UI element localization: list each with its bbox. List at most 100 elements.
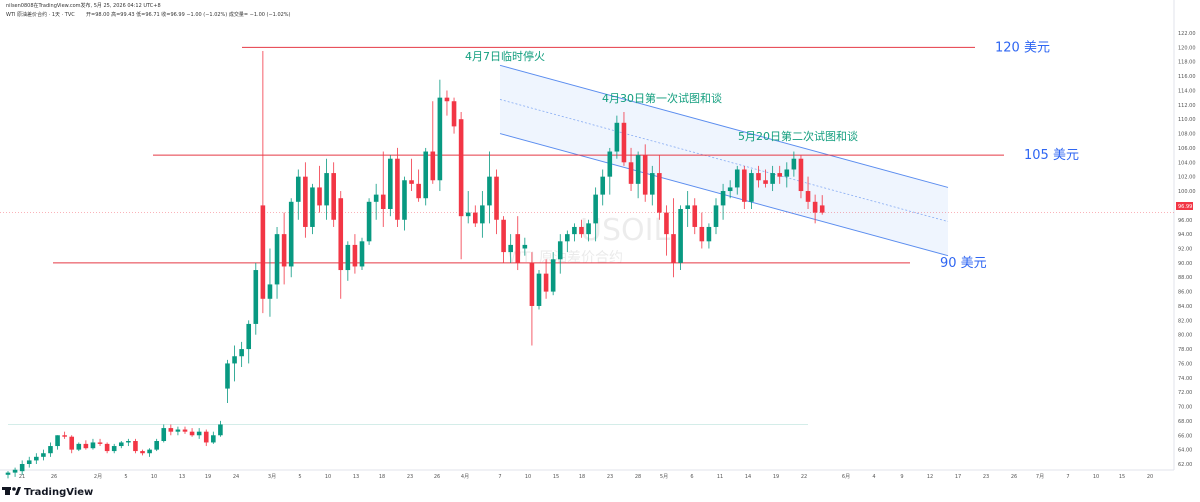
price-tick-label: 76.00: [1178, 361, 1192, 367]
candle: [550, 252, 556, 296]
candle: [565, 230, 570, 253]
candle: [423, 147, 429, 206]
candle: [182, 426, 188, 434]
candle: [805, 176, 811, 209]
channel-upper-line: [499, 64, 949, 188]
candle: [111, 443, 117, 454]
price-tick-label: 84.00: [1178, 304, 1192, 310]
price-tick-label: 90.00: [1178, 261, 1192, 267]
candle: [451, 97, 457, 134]
candle: [55, 435, 60, 450]
price-tick-label: 110.00: [1178, 117, 1196, 123]
candle: [487, 151, 492, 224]
candle: [791, 151, 797, 177]
candle: [395, 147, 400, 227]
candle: [76, 442, 82, 452]
time-tick-label: 5月: [660, 474, 668, 480]
time-tick-label: 22: [801, 474, 807, 480]
time-tick-label: 9: [900, 474, 903, 480]
time-tick-label: 7: [1066, 474, 1069, 480]
candle: [699, 212, 705, 249]
candle: [83, 440, 89, 450]
candle: [260, 50, 266, 314]
time-tick-label: 26: [1011, 474, 1017, 480]
time-tick-label: 10: [151, 474, 157, 480]
candle: [472, 205, 478, 227]
time-tick-label: 20: [1147, 474, 1153, 480]
candle: [692, 198, 698, 235]
annotation-text: 4月30日第一次试图和谈: [602, 91, 722, 105]
level-label: 105 美元: [1024, 148, 1079, 163]
candle: [777, 165, 783, 184]
price-tick-label: 62.00: [1178, 462, 1192, 468]
candle: [465, 191, 471, 224]
level-label: 120 美元: [995, 40, 1050, 55]
price-tick-label: 118.00: [1178, 60, 1196, 66]
price-tick-label: 64.00: [1178, 448, 1192, 454]
candle: [225, 359, 230, 403]
candle: [380, 151, 386, 227]
candle: [373, 183, 379, 220]
candle: [118, 441, 124, 449]
candle: [734, 165, 740, 195]
candle: [664, 205, 669, 256]
time-tick-label: 2月: [94, 474, 102, 480]
candle: [345, 241, 351, 281]
price-tick-label: 120.00: [1178, 45, 1196, 51]
price-tick-label: 116.00: [1178, 74, 1196, 80]
price-tick-label: 114.00: [1178, 88, 1196, 94]
candle: [104, 442, 110, 454]
price-tick-label: 112.00: [1178, 103, 1196, 109]
time-tick-label: 28: [635, 474, 641, 480]
price-tick-label: 106.00: [1178, 146, 1196, 152]
time-tick-label: 10: [325, 474, 331, 480]
candle: [402, 176, 407, 231]
time-tick-label: 3月: [268, 474, 276, 480]
candle: [444, 90, 450, 116]
candle: [295, 169, 301, 220]
candle: [649, 165, 655, 206]
time-tick-label: 13: [179, 474, 185, 480]
candle: [366, 198, 372, 245]
current-price-tag-bg: [1176, 202, 1193, 210]
price-tick-label: 88.00: [1178, 275, 1192, 281]
candle: [175, 426, 181, 436]
time-axis-ticks: 21 26 2月 5 10 13 19 24 3月 5 10 13 18 23 26 4月 7 10 15 18 23 2…: [19, 474, 1153, 480]
candle: [600, 169, 606, 206]
candle: [19, 460, 25, 475]
candle: [713, 198, 719, 235]
candle: [685, 191, 690, 227]
candle: [621, 112, 627, 166]
candle: [218, 420, 223, 437]
candle: [593, 187, 598, 242]
candle: [338, 191, 344, 299]
candle: [614, 115, 620, 159]
candle: [303, 162, 308, 238]
candle: [416, 169, 421, 202]
candle: [26, 456, 32, 468]
ohlc-readout: 开=98.00 高=99.43 低=96.71 收=96.99 −1.00 (−…: [86, 11, 291, 18]
name-watermark: WTI 原油差价合约: [508, 250, 623, 266]
price-tick-label: 94.00: [1178, 232, 1192, 238]
candle: [274, 226, 280, 299]
candle: [62, 431, 67, 439]
time-tick-label: 23: [983, 474, 989, 480]
price-tick-label: 68.00: [1178, 419, 1192, 425]
candle: [239, 341, 244, 368]
candle: [90, 438, 96, 450]
price-tick-label: 72.00: [1178, 390, 1192, 396]
candle: [232, 345, 237, 382]
price-tick-label: 66.00: [1178, 433, 1192, 439]
candle: [742, 165, 747, 209]
time-tick-label: 23: [607, 474, 613, 480]
candle: [557, 234, 563, 274]
candle: [770, 165, 775, 192]
price-tick-label: 78.00: [1178, 347, 1192, 353]
candle: [317, 165, 322, 213]
candle: [147, 448, 152, 457]
candle: [168, 424, 174, 436]
candle: [515, 216, 521, 271]
time-tick-label: 19: [205, 474, 211, 480]
time-tick-label: 15: [1119, 474, 1125, 480]
instrument-title: WTI 原油差价合约 · 1天 · TVC: [6, 11, 75, 18]
